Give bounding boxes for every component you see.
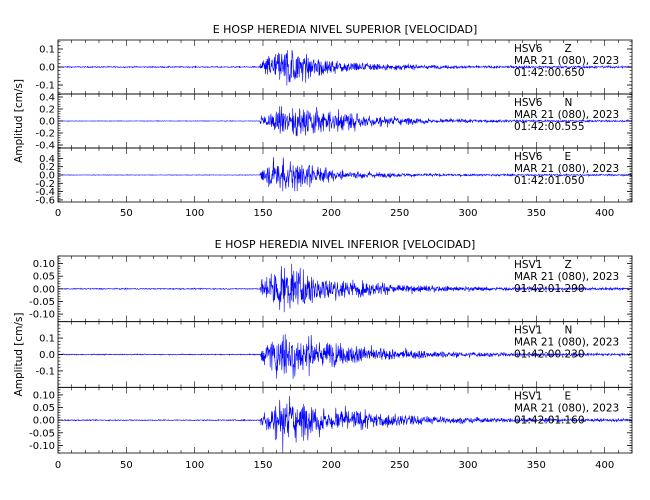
record-time: 01:42:00.230 (514, 349, 585, 361)
x-tick-label: 350 (527, 460, 546, 471)
component-name: E (564, 390, 571, 402)
waveform-line (57, 157, 633, 192)
y-tick-label: -0.05 (29, 428, 55, 439)
waveform-line (57, 334, 633, 379)
component-name: E (564, 151, 571, 163)
station-channel-label: HSV6 Z (514, 43, 572, 55)
record-time: 01:42:01.160 (514, 414, 585, 426)
component-name: Z (564, 43, 571, 55)
waveform-line (57, 263, 633, 313)
component-name: N (564, 97, 572, 109)
station-channel-label: HSV6 E (514, 151, 571, 163)
y-tick-label: 0.0 (39, 63, 55, 74)
record-time: 01:42:00.650 (514, 67, 585, 79)
station-channel-label: HSV6 N (514, 97, 572, 109)
y-tick-label: 0.05 (33, 403, 55, 414)
y-tick-label: -0.4 (35, 187, 55, 198)
y-tick-label: 0.2 (39, 105, 55, 116)
x-tick-label: 150 (253, 460, 272, 471)
y-tick-label: 0.05 (33, 272, 55, 283)
x-tick-label: 150 (253, 208, 272, 219)
x-tick-label: 300 (458, 460, 477, 471)
component-name: Z (564, 259, 571, 271)
x-tick-label: 200 (322, 460, 341, 471)
y-tick-label: -0.2 (35, 129, 55, 140)
waveform-line (57, 49, 633, 86)
y-tick-label: -0.4 (35, 141, 55, 152)
chart-panel-1: E HOSP HEREDIA NIVEL SUPERIOR [VELOCIDAD… (13, 23, 633, 219)
x-tick-label: 200 (322, 208, 341, 219)
record-date: MAR 21 (080), 2023 (514, 402, 619, 414)
chart-title: E HOSP HEREDIA NIVEL SUPERIOR [VELOCIDAD… (213, 23, 478, 36)
station-name: HSV1 (514, 325, 542, 337)
record-time: 01:42:00.555 (514, 121, 585, 133)
component-name: N (564, 325, 572, 337)
y-tick-label: 0.10 (33, 259, 55, 270)
record-date: MAR 21 (080), 2023 (514, 163, 619, 175)
y-tick-label: 0.0 (39, 171, 55, 182)
y-tick-label: -0.2 (35, 179, 55, 190)
y-tick-label: 0.4 (39, 154, 55, 165)
y-tick-label: -0.10 (29, 441, 55, 452)
waveform-line (57, 106, 633, 137)
station-name: HSV6 (514, 151, 543, 163)
station-name: HSV1 (514, 390, 542, 402)
station-channel-label: HSV1 E (514, 390, 571, 402)
y-tick-label: -0.10 (29, 310, 55, 321)
station-channel-label: HSV1 N (514, 325, 572, 337)
x-tick-label: 250 (390, 208, 409, 219)
y-tick-label: -0.1 (35, 81, 55, 92)
y-tick-label: 0.00 (33, 416, 55, 427)
x-tick-label: 300 (458, 208, 477, 219)
x-tick-label: 400 (595, 208, 614, 219)
x-tick-label: 50 (120, 208, 133, 219)
y-tick-label: 0.1 (39, 45, 55, 56)
waveform-line (57, 395, 633, 453)
station-name: HSV6 (514, 97, 543, 109)
x-tick-label: 0 (55, 208, 61, 219)
y-tick-label: 0.10 (33, 390, 55, 401)
chart-title: E HOSP HEREDIA NIVEL INFERIOR [VELOCIDAD… (215, 238, 476, 251)
station-name: HSV6 (514, 43, 543, 55)
x-tick-label: 100 (185, 460, 204, 471)
x-tick-label: 400 (595, 460, 614, 471)
x-tick-label: 350 (527, 208, 546, 219)
x-tick-label: 250 (390, 460, 409, 471)
record-date: MAR 21 (080), 2023 (514, 271, 619, 283)
x-tick-label: 50 (120, 460, 133, 471)
y-tick-label: 0.1 (39, 334, 55, 345)
station-name: HSV1 (514, 259, 542, 271)
y-tick-label: 0.4 (39, 93, 55, 104)
record-time: 01:42:01.050 (514, 175, 585, 187)
y-tick-label: 0.0 (39, 350, 55, 361)
chart-panel-2: E HOSP HEREDIA NIVEL INFERIOR [VELOCIDAD… (13, 238, 633, 471)
y-tick-label: 0.2 (39, 162, 55, 173)
y-axis-label: Amplitud [cm/s] (13, 79, 25, 163)
y-tick-label: -0.1 (35, 366, 55, 377)
y-tick-label: 0.00 (33, 284, 55, 295)
x-tick-label: 100 (185, 208, 204, 219)
record-date: MAR 21 (080), 2023 (514, 337, 619, 349)
x-tick-label: 0 (55, 460, 61, 471)
record-date: MAR 21 (080), 2023 (514, 109, 619, 121)
y-tick-label: -0.6 (35, 195, 55, 206)
y-tick-label: -0.05 (29, 297, 55, 308)
record-time: 01:42:01.290 (514, 283, 585, 295)
station-channel-label: HSV1 Z (514, 259, 572, 271)
y-tick-label: 0.0 (39, 117, 55, 128)
y-axis-label: Amplitud [cm/s] (13, 313, 25, 397)
record-date: MAR 21 (080), 2023 (514, 55, 619, 67)
